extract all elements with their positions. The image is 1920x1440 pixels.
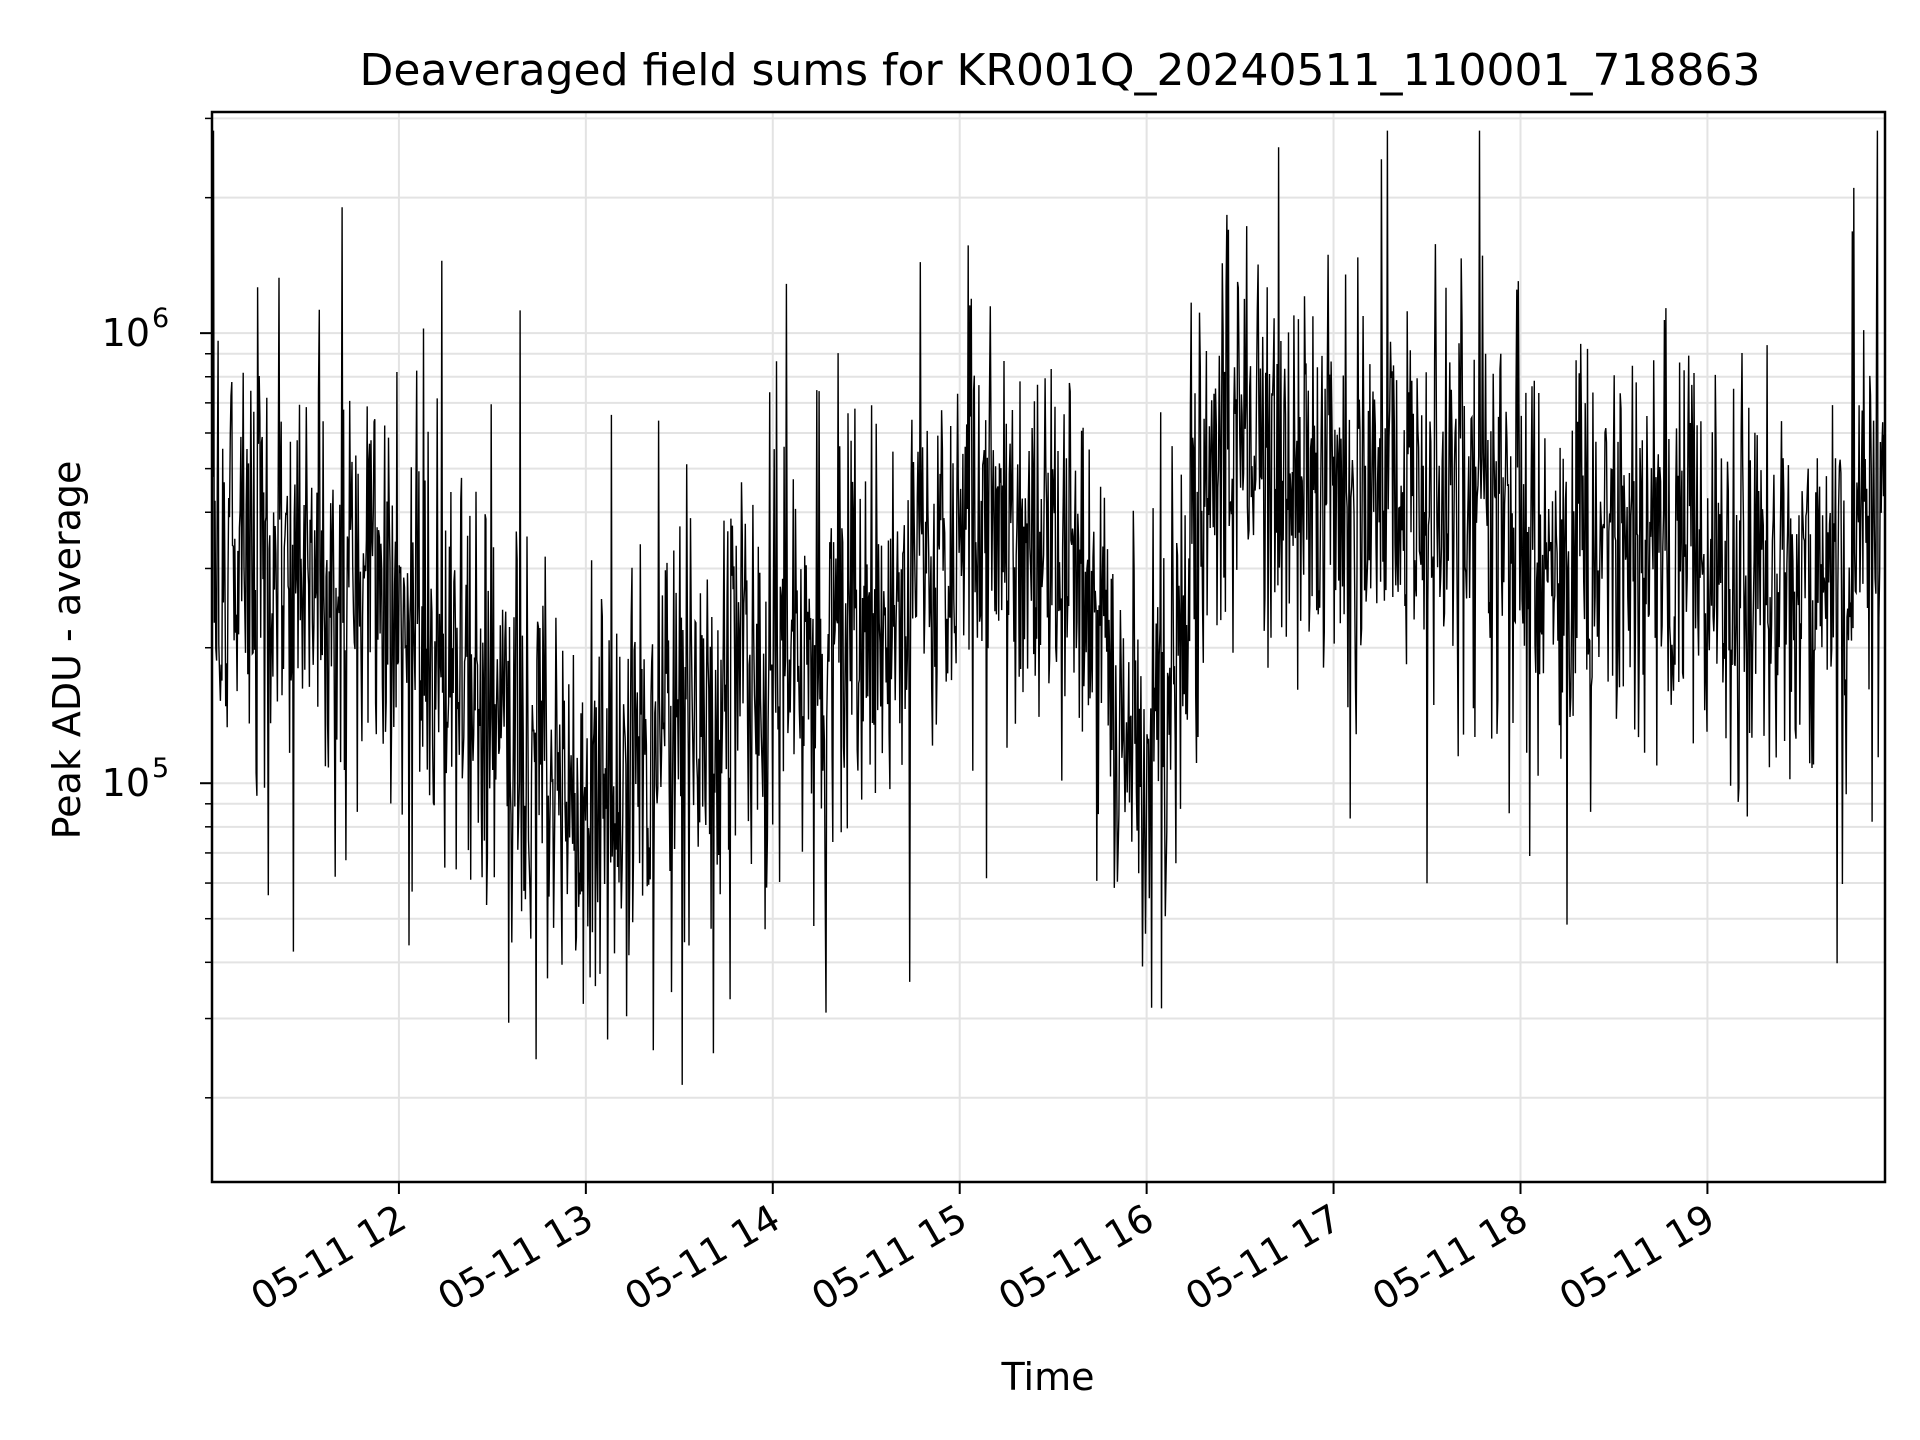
y-tick-exponent-1: 6 bbox=[152, 303, 169, 334]
y-tick-exponent-0: 5 bbox=[152, 753, 169, 784]
y-axis-label: Peak ADU - average bbox=[45, 461, 89, 840]
y-tick-label-0: 10 bbox=[102, 761, 150, 805]
x-axis-label: Time bbox=[1001, 1355, 1095, 1399]
series-line bbox=[212, 130, 1885, 1085]
grid-lines bbox=[212, 112, 1885, 1182]
y-tick-label-1: 10 bbox=[102, 311, 150, 355]
chart-title: Deaveraged field sums for KR001Q_2024051… bbox=[360, 45, 1761, 96]
